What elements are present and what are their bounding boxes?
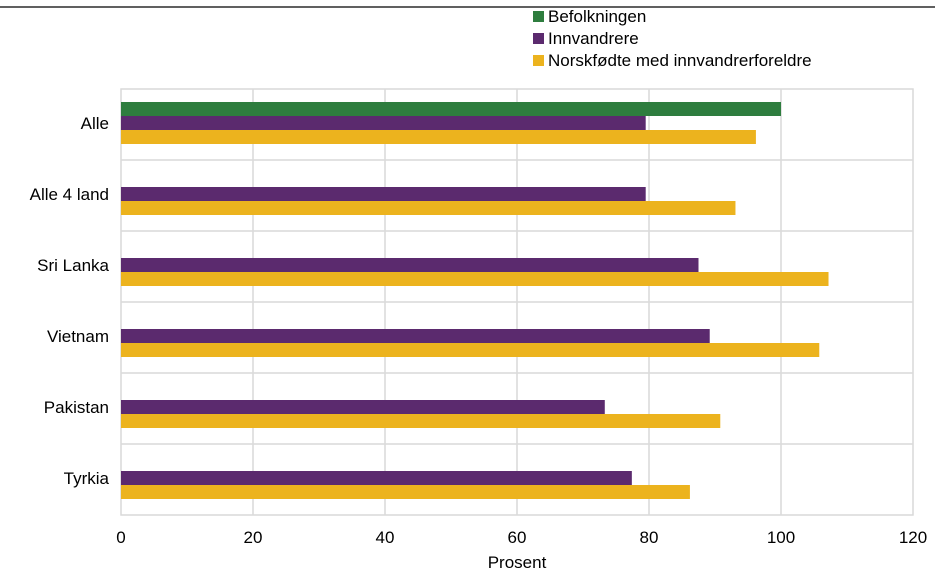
bar-norskfødte-med-innvandrerforeldre-vietnam bbox=[121, 343, 820, 357]
bar-norskfødte-med-innvandrerforeldre-alle-4-land bbox=[121, 201, 736, 215]
bar-innvandrere-sri-lanka bbox=[121, 258, 699, 272]
legend-label: Befolkningen bbox=[548, 7, 646, 26]
gridlines bbox=[121, 89, 913, 515]
legend-label: Norskfødte med innvandrerforeldre bbox=[548, 51, 812, 70]
x-tick-label: 80 bbox=[640, 528, 659, 547]
category-label: Sri Lanka bbox=[37, 256, 109, 275]
bars bbox=[121, 102, 829, 499]
category-label: Vietnam bbox=[47, 327, 109, 346]
legend-swatch bbox=[533, 11, 544, 22]
category-label: Alle 4 land bbox=[30, 185, 109, 204]
legend-swatch bbox=[533, 55, 544, 66]
bar-innvandrere-alle bbox=[121, 116, 646, 130]
legend: Befolkningen Innvandrere Norskfødte med in… bbox=[533, 7, 812, 70]
bar-norskfødte-med-innvandrerforeldre-alle bbox=[121, 130, 756, 144]
category-label: Alle bbox=[81, 114, 109, 133]
x-tick-label: 120 bbox=[899, 528, 927, 547]
bar-norskfødte-med-innvandrerforeldre-sri-lanka bbox=[121, 272, 829, 286]
category-labels: Alle Alle 4 land Sri Lanka Vietnam Pakistan T… bbox=[30, 114, 110, 488]
x-tick-label: 0 bbox=[116, 528, 125, 547]
x-tick-label: 100 bbox=[767, 528, 795, 547]
x-axis-title: Prosent bbox=[488, 553, 547, 572]
bar-befolkningen-alle bbox=[121, 102, 781, 116]
x-tick-label: 40 bbox=[376, 528, 395, 547]
bar-innvandrere-alle-4-land bbox=[121, 187, 646, 201]
bar-norskfødte-med-innvandrerforeldre-pakistan bbox=[121, 414, 721, 428]
bar-innvandrere-vietnam bbox=[121, 329, 710, 343]
category-label: Pakistan bbox=[44, 398, 109, 417]
legend-label: Innvandrere bbox=[548, 29, 639, 48]
x-tick-label: 60 bbox=[508, 528, 527, 547]
x-tick-labels: 0 20 40 60 80 100 120 bbox=[116, 528, 927, 547]
bar-norskfødte-med-innvandrerforeldre-tyrkia bbox=[121, 485, 690, 499]
legend-swatch bbox=[533, 33, 544, 44]
x-tick-label: 20 bbox=[244, 528, 263, 547]
bar-innvandrere-pakistan bbox=[121, 400, 605, 414]
bar-innvandrere-tyrkia bbox=[121, 471, 632, 485]
category-label: Tyrkia bbox=[64, 469, 110, 488]
